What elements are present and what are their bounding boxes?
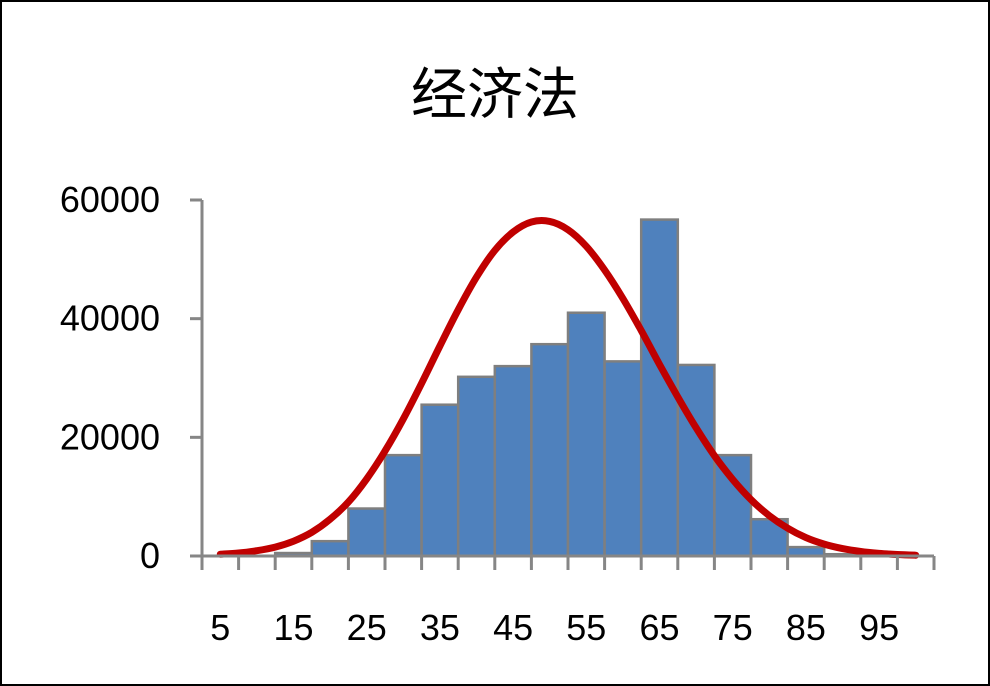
x-tick-label: 5 xyxy=(210,607,230,648)
y-tick-label: 60000 xyxy=(60,179,160,220)
normal-curve-line xyxy=(216,217,920,559)
x-tick-label: 35 xyxy=(420,607,460,648)
x-tick-label: 55 xyxy=(566,607,606,648)
x-tick-label: 15 xyxy=(273,607,313,648)
bar-25 xyxy=(347,507,387,558)
bar-50 xyxy=(530,342,570,558)
bar-40 xyxy=(456,375,497,558)
x-tick-label: 45 xyxy=(493,607,533,648)
y-tick-label: 0 xyxy=(140,535,160,576)
bar-70 xyxy=(676,363,716,558)
bar-75 xyxy=(713,453,753,558)
x-tick-label: 95 xyxy=(859,607,899,648)
bar-45 xyxy=(493,364,533,558)
axes-layer xyxy=(190,198,936,570)
x-tick-label: 65 xyxy=(639,607,679,648)
curve-layer xyxy=(216,217,920,559)
chart-title: 经济法 xyxy=(411,63,579,128)
bar-20 xyxy=(310,539,350,558)
bar-35 xyxy=(420,403,460,558)
x-tick-label: 25 xyxy=(347,607,387,648)
x-tick-label: 75 xyxy=(713,607,753,648)
bar-30 xyxy=(383,453,423,558)
y-tick-label: 40000 xyxy=(60,298,160,339)
bars-layer xyxy=(273,218,863,558)
bar-55 xyxy=(566,311,606,558)
y-tick-label: 20000 xyxy=(60,416,160,457)
bar-60 xyxy=(603,360,643,558)
x-tick-label: 85 xyxy=(786,607,826,648)
labels-layer: 0 20000 40000 60000 5 15 25 35 45 55 65 75 85 95 xyxy=(60,179,899,648)
